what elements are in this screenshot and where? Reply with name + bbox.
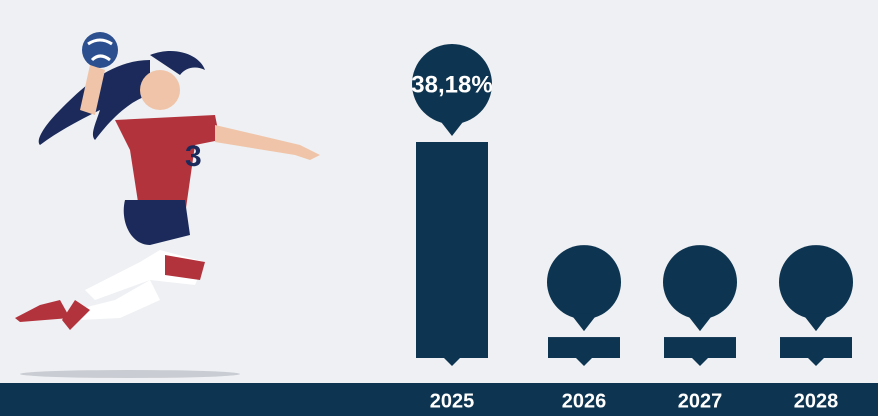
bar-notch <box>808 358 824 366</box>
bar <box>780 337 852 358</box>
pin-head <box>779 245 853 320</box>
bar <box>548 337 620 358</box>
x-tick-label: 2027 <box>678 390 723 412</box>
x-tick-label: 2026 <box>562 390 607 412</box>
player-illustration: 3 <box>15 32 320 378</box>
value-label: 38,18% <box>411 71 492 98</box>
pin-point <box>802 313 830 332</box>
jersey-number: 3 <box>185 140 202 173</box>
pin-point <box>438 118 466 136</box>
bar <box>416 142 488 358</box>
x-tick-label: 2025 <box>430 390 475 412</box>
bar-notch <box>576 358 592 366</box>
pin-head <box>547 245 621 320</box>
axis-band <box>0 383 878 416</box>
x-tick-label: 2028 <box>794 390 839 412</box>
pin-head <box>412 44 492 124</box>
pin-point <box>686 313 714 332</box>
pin-point <box>570 313 598 332</box>
bar-notch <box>692 358 708 366</box>
bar-notch <box>444 358 460 366</box>
bar <box>664 337 736 358</box>
pin-head <box>663 245 737 320</box>
